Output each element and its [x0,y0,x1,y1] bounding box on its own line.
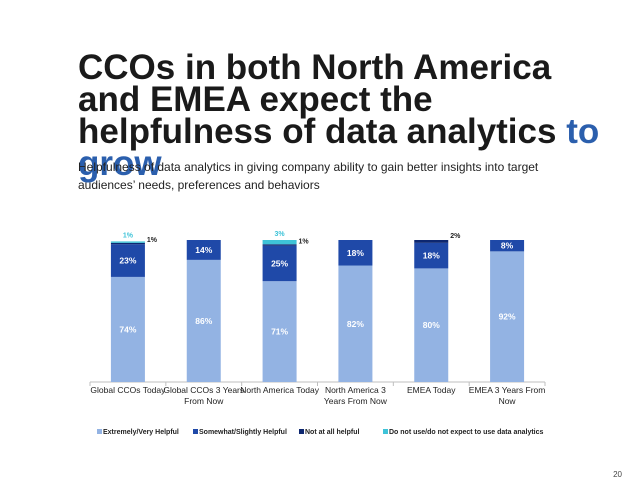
data-label: 71% [271,327,288,337]
bar-segment [110,241,145,243]
data-label: 82% [347,319,364,329]
data-label: 1% [123,232,134,239]
data-label: 8% [501,241,514,251]
x-tick-label: North America Today [240,385,319,395]
bar-segment [110,276,145,382]
x-tick-label: Global CCOs Today [90,385,166,395]
legend-label: Not at all helpful [305,429,360,436]
bar-segment [110,244,145,277]
legend-label: Somewhat/Slightly Helpful [199,429,287,436]
legend-swatch [299,429,304,434]
data-label: 2% [450,233,461,240]
x-tick-label: Now [499,396,517,406]
title-main: CCOs in both North America and EMEA expe… [78,48,567,151]
data-label: 25% [271,258,288,268]
page-number: 20 [613,470,622,479]
bar-segment [262,245,297,282]
bar-segment [490,240,525,252]
data-label: 18% [347,248,364,258]
x-tick-label: Global CCOs 3 Years [163,385,244,395]
bar-segment [414,240,449,243]
bar-segment [110,242,145,245]
data-label: 92% [499,312,516,322]
data-label: 74% [119,324,136,334]
bar-segment [414,268,449,382]
bar-segment [338,240,373,266]
bar-segment [262,244,297,246]
title-accent: to grow [78,112,600,183]
x-tick-label: EMEA Today [407,385,456,395]
bar-segment [338,265,373,382]
legend-label: Extremely/Very Helpful [103,429,179,436]
bar-segment [414,242,449,269]
data-label: 23% [119,256,136,266]
x-tick-label: From Now [184,396,224,406]
data-label: 14% [195,245,212,255]
bar-segment [186,259,221,382]
chart-subtitle: Helpfulness of data analytics in giving … [78,160,539,192]
slide-title: CCOs in both North America and EMEA expe… [78,50,618,183]
data-label: 86% [195,316,212,326]
data-label: 18% [423,251,440,261]
bar-segment [262,240,297,245]
x-tick-label: EMEA 3 Years From [469,385,546,395]
legend-label: Do not use/do not expect to use data ana… [389,429,544,436]
x-tick-label: Years From Now [324,396,388,406]
data-label: 80% [423,320,440,330]
bar-segment [186,240,221,260]
legend-swatch [383,429,388,434]
x-tick-label: North America 3 [325,385,386,395]
legend-swatch [193,429,198,434]
bar-segment [262,281,297,382]
bar-segment [490,251,525,382]
legend-swatch [97,429,102,434]
data-label: 1% [147,237,158,244]
data-label: 3% [275,231,286,238]
data-label: 1% [299,238,310,245]
